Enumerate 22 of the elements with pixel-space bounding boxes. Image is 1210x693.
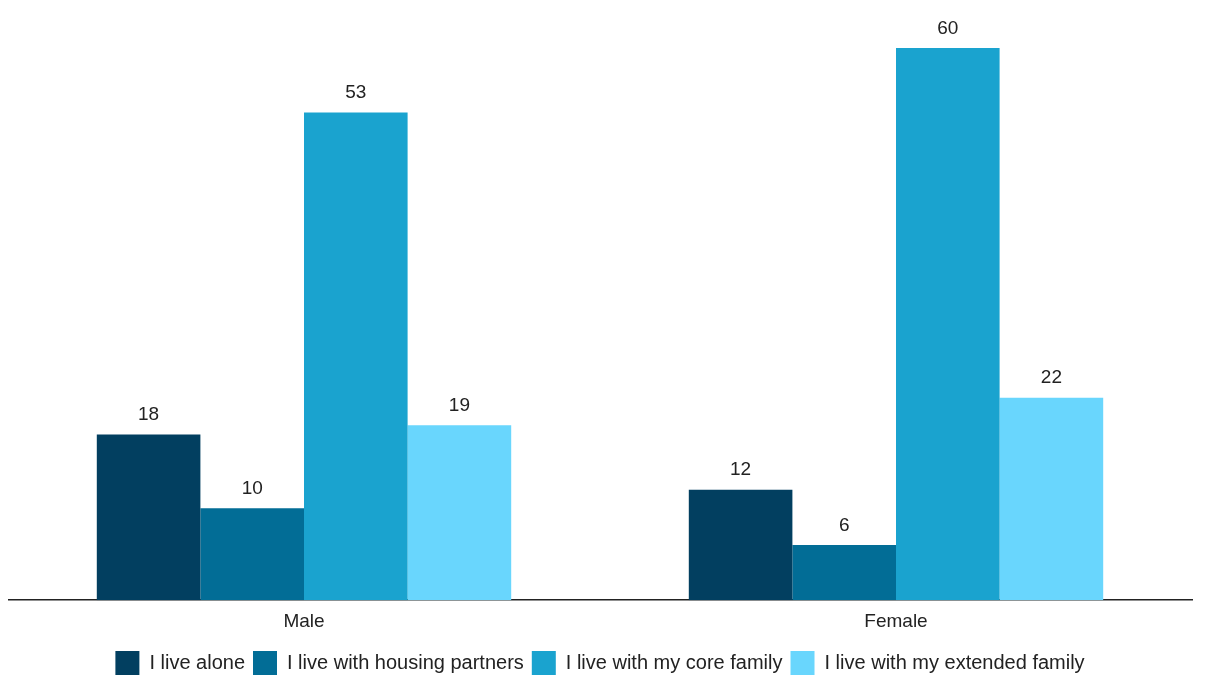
data-label: 12 [730,458,752,480]
bar [96,434,201,601]
bar [407,425,512,601]
bar [688,489,793,601]
bar [896,48,1000,601]
x-tick-label: Male [283,609,325,631]
bar [792,544,896,601]
data-label: 10 [241,476,263,498]
bar [999,397,1104,601]
bar [304,112,408,601]
legend-label: I live with housing partners [287,650,524,673]
data-label: 60 [937,16,959,38]
data-label: 18 [138,403,160,425]
legend-label: I live alone [149,650,246,673]
data-label: 53 [345,81,367,103]
data-label: 22 [1040,366,1062,388]
legend-label: I live with my extended family [824,650,1085,673]
legend-label: I live with my core family [565,650,783,673]
data-label: 19 [448,394,470,416]
x-tick-label: Female [864,609,928,631]
bar [200,508,304,601]
data-label: 6 [838,513,850,535]
